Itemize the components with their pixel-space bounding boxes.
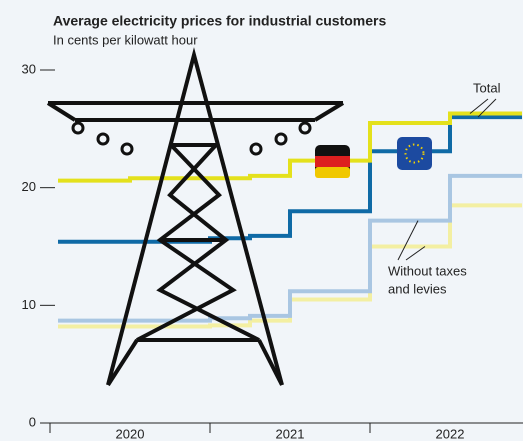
flag-stars [404, 143, 425, 164]
chart-title: Average electricity prices for industria… [53, 13, 386, 29]
pylon-bar [257, 339, 284, 386]
pylon-arm [46, 101, 77, 122]
pylon-arm [313, 101, 345, 122]
y-tick-label: 10 [22, 297, 36, 312]
series-line [58, 111, 522, 183]
pylon-legs [106, 47, 284, 386]
pylon-icon [46, 47, 345, 387]
annotation-leader [469, 98, 489, 114]
insulator [298, 121, 312, 135]
y-tick-label: 30 [22, 61, 36, 76]
insulator [120, 142, 134, 156]
pylon-bar [106, 338, 139, 387]
chart-subtitle: In cents per kilowatt hour [53, 32, 198, 47]
annotation: Without taxes [388, 263, 467, 278]
x-tick-label: 2022 [436, 426, 465, 441]
annotation-leader [405, 246, 426, 261]
insulator [249, 142, 263, 156]
flag-stripe [315, 156, 350, 167]
insulator [274, 132, 288, 146]
flag-stripe [315, 167, 350, 178]
series-line [58, 203, 522, 329]
series-line [58, 173, 522, 323]
annotation: Total [473, 80, 501, 95]
x-tick-label: 2021 [276, 426, 305, 441]
annotation-leader [477, 98, 497, 118]
y-tick-label: 0 [29, 414, 36, 429]
x-tick-label: 2020 [116, 426, 145, 441]
eu-flag [397, 137, 432, 170]
insulator [96, 132, 110, 146]
y-tick-label: 20 [22, 179, 36, 194]
annotation: and levies [388, 281, 447, 296]
flag-frame [397, 137, 432, 170]
insulator [71, 121, 85, 135]
annotation-leader [397, 220, 419, 261]
germany-flag [315, 145, 350, 178]
